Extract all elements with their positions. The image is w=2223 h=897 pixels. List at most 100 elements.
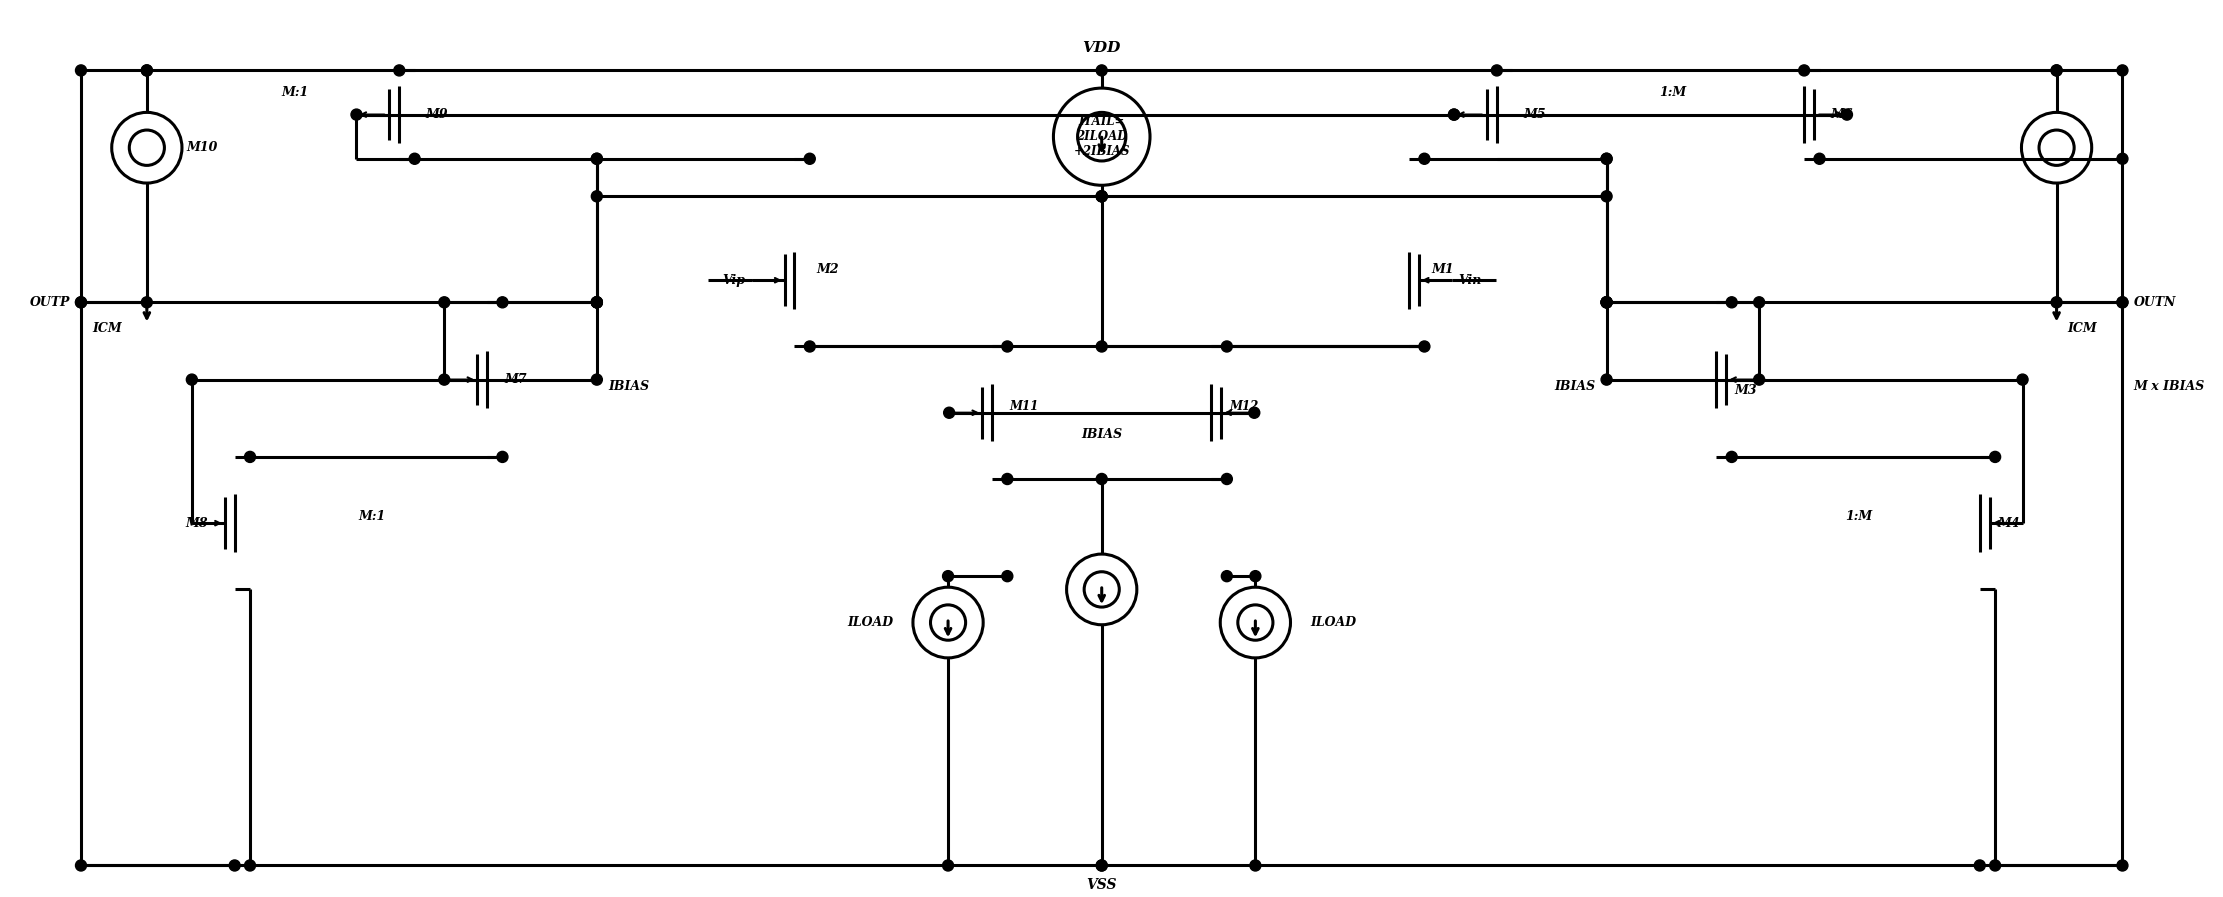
Circle shape <box>438 297 449 308</box>
Circle shape <box>1601 153 1612 164</box>
Circle shape <box>1727 297 1736 308</box>
Circle shape <box>943 860 954 871</box>
Circle shape <box>142 65 153 76</box>
Text: Vip: Vip <box>722 274 745 287</box>
Circle shape <box>351 109 362 120</box>
Circle shape <box>1096 474 1107 484</box>
Text: M2: M2 <box>816 263 838 275</box>
Circle shape <box>76 297 87 308</box>
Circle shape <box>1096 860 1107 871</box>
Circle shape <box>2052 297 2063 308</box>
Circle shape <box>1418 341 1429 352</box>
Circle shape <box>1003 341 1014 352</box>
Circle shape <box>1727 451 1736 463</box>
Circle shape <box>1096 860 1107 871</box>
Circle shape <box>2016 374 2027 385</box>
Circle shape <box>591 297 602 308</box>
Circle shape <box>943 570 954 581</box>
Circle shape <box>1601 297 1612 308</box>
Circle shape <box>1249 570 1260 581</box>
Text: Vin: Vin <box>1458 274 1483 287</box>
Text: M7: M7 <box>505 373 527 386</box>
Circle shape <box>76 297 87 308</box>
Circle shape <box>1249 407 1260 418</box>
Circle shape <box>1096 191 1107 202</box>
Circle shape <box>1601 297 1612 308</box>
Circle shape <box>1601 191 1612 202</box>
Circle shape <box>438 374 449 385</box>
Circle shape <box>1798 65 1810 76</box>
Circle shape <box>1990 860 2001 871</box>
Text: 1:M: 1:M <box>1658 86 1685 99</box>
Text: M10: M10 <box>187 141 218 154</box>
Circle shape <box>1601 297 1612 308</box>
Text: ITAIL=
2ILOAD
+2IBIAS: ITAIL= 2ILOAD +2IBIAS <box>1074 115 1129 158</box>
Circle shape <box>805 341 816 352</box>
Circle shape <box>2116 65 2127 76</box>
Circle shape <box>591 297 602 308</box>
Circle shape <box>805 153 816 164</box>
Text: IBIAS: IBIAS <box>1080 429 1123 441</box>
Circle shape <box>1220 341 1232 352</box>
Circle shape <box>591 297 602 308</box>
Circle shape <box>142 297 153 308</box>
Circle shape <box>2116 153 2127 164</box>
Circle shape <box>142 65 153 76</box>
Circle shape <box>1003 474 1014 484</box>
Circle shape <box>393 65 405 76</box>
Text: ICM: ICM <box>2067 322 2096 335</box>
Text: M5: M5 <box>1523 109 1545 121</box>
Text: M1: M1 <box>1432 263 1454 275</box>
Circle shape <box>498 297 507 308</box>
Circle shape <box>1754 297 1765 308</box>
Text: M6: M6 <box>1830 109 1854 121</box>
Circle shape <box>1601 374 1612 385</box>
Circle shape <box>1841 109 1852 120</box>
Circle shape <box>1990 451 2001 463</box>
Text: ILOAD: ILOAD <box>1309 616 1356 629</box>
Text: ILOAD: ILOAD <box>847 616 894 629</box>
Circle shape <box>1096 191 1107 202</box>
Circle shape <box>1418 153 1429 164</box>
Circle shape <box>2052 65 2063 76</box>
Circle shape <box>1096 65 1107 76</box>
Text: ICM: ICM <box>91 322 122 335</box>
Circle shape <box>1449 109 1461 120</box>
Circle shape <box>1249 860 1260 871</box>
Text: IBIAS: IBIAS <box>607 379 649 393</box>
Circle shape <box>1220 570 1232 581</box>
Circle shape <box>1601 297 1612 308</box>
Text: M3: M3 <box>1734 384 1756 397</box>
Circle shape <box>2116 297 2127 308</box>
Circle shape <box>187 374 198 385</box>
Circle shape <box>1814 153 1825 164</box>
Circle shape <box>1754 374 1765 385</box>
Circle shape <box>229 860 240 871</box>
Circle shape <box>591 191 602 202</box>
Circle shape <box>1974 860 1985 871</box>
Circle shape <box>1601 153 1612 164</box>
Circle shape <box>2052 65 2063 76</box>
Text: M x IBIAS: M x IBIAS <box>2134 379 2205 393</box>
Text: VDD: VDD <box>1083 41 1120 56</box>
Text: M11: M11 <box>1009 399 1038 413</box>
Circle shape <box>591 297 602 308</box>
Circle shape <box>1220 474 1232 484</box>
Text: M:1: M:1 <box>282 86 309 99</box>
Circle shape <box>1096 341 1107 352</box>
Text: VSS: VSS <box>1087 878 1116 893</box>
Circle shape <box>591 153 602 164</box>
Circle shape <box>245 860 256 871</box>
Circle shape <box>498 451 507 463</box>
Text: M4: M4 <box>1996 517 2021 529</box>
Circle shape <box>2116 860 2127 871</box>
Circle shape <box>2116 297 2127 308</box>
Circle shape <box>591 374 602 385</box>
Circle shape <box>1096 191 1107 202</box>
Circle shape <box>945 407 954 418</box>
Text: M9: M9 <box>425 109 449 121</box>
Text: M:1: M:1 <box>358 510 385 523</box>
Circle shape <box>409 153 420 164</box>
Text: 1:M: 1:M <box>1845 510 1872 523</box>
Circle shape <box>1449 109 1461 120</box>
